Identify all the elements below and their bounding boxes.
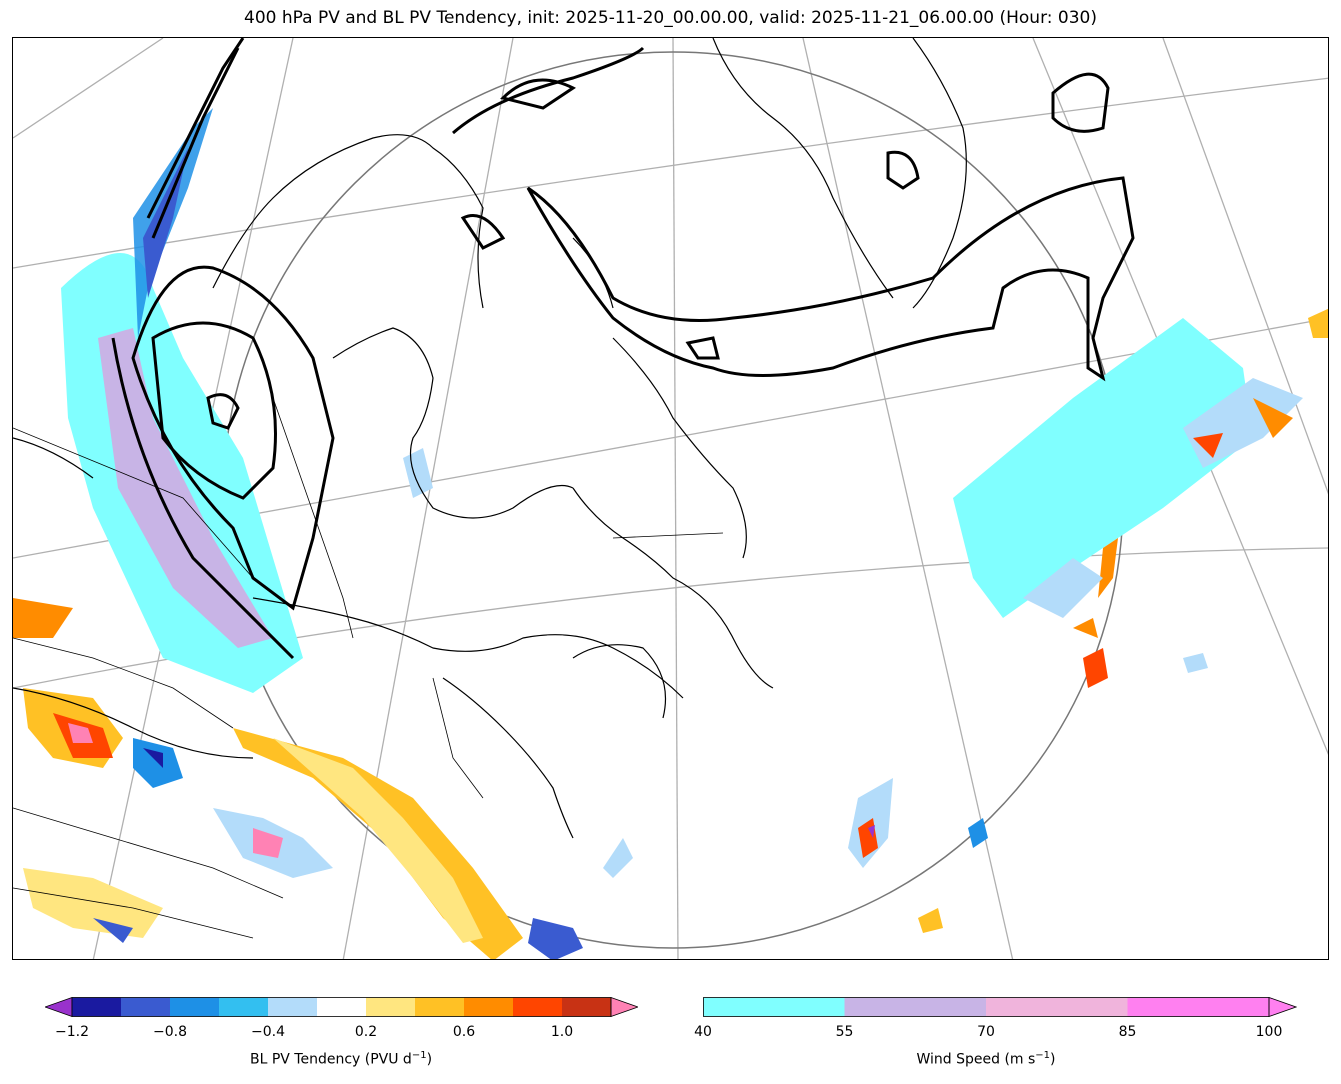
pv-tendency-colorbar: [45, 997, 638, 1017]
colorbar-swatch: [562, 997, 612, 1017]
plot-title: 400 hPa PV and BL PV Tendency, init: 202…: [244, 8, 1097, 28]
wind-speed-colorbar-swatches: [703, 997, 1297, 1017]
wind-speed-tick-label: 55: [835, 1024, 854, 1040]
colorbar-swatch: [513, 997, 563, 1017]
pv-tendency-tick-label: −0.4: [251, 1024, 285, 1040]
colorbar-swatch: [268, 997, 318, 1017]
colorbar-extend-high: [610, 997, 638, 1017]
coastlines: [13, 38, 967, 839]
colorbar-extend-high: [1268, 997, 1297, 1017]
colorbar-swatch: [219, 997, 269, 1017]
colorbar-swatch: [121, 997, 171, 1017]
wind-speed-colorbar-label: Wind Speed (m s−1): [916, 1050, 1056, 1068]
pv-contours: [111, 38, 1135, 660]
pv-tendency-tick-label: −1.2: [55, 1024, 89, 1040]
colorbar-swatch: [1127, 997, 1270, 1017]
pv-tendency-colorbar-label: BL PV Tendency (PVU d−1): [249, 1050, 433, 1068]
colorbar-swatch: [170, 997, 220, 1017]
colorbar-extend-low: [45, 997, 73, 1017]
colorbar-swatch: [986, 997, 1128, 1017]
colorbar-swatch: [844, 997, 987, 1017]
wind-speed-tick-label: 70: [977, 1024, 995, 1040]
wind-speed-tick-label: 100: [1255, 1024, 1283, 1040]
wind-speed-fill: [61, 253, 1253, 693]
wind-speed-tick-label: 85: [1118, 1024, 1137, 1040]
pv-tendency-fill: [13, 108, 1328, 959]
boundaries: [13, 397, 724, 939]
colorbar-swatch: [464, 997, 514, 1017]
map-canvas: [13, 38, 1328, 959]
pv-tendency-colorbar-swatches: [45, 997, 638, 1017]
pv-tendency-tick-label: 0.2: [354, 1024, 378, 1040]
map-panel[interactable]: [12, 37, 1329, 960]
colorbar-swatch: [703, 997, 845, 1017]
colorbar-swatch: [366, 997, 416, 1017]
wind-speed-colorbar: [703, 997, 1297, 1017]
pv-tendency-tick-label: 1.0: [550, 1024, 574, 1040]
wind-speed-tick-label: 40: [694, 1024, 712, 1040]
colorbar-swatch: [415, 997, 465, 1017]
pv-tendency-tick-label: 0.6: [452, 1024, 476, 1040]
pv-tendency-tick-label: −0.8: [153, 1024, 187, 1040]
colorbar-swatch: [72, 997, 122, 1017]
colorbar-swatch: [317, 997, 367, 1017]
